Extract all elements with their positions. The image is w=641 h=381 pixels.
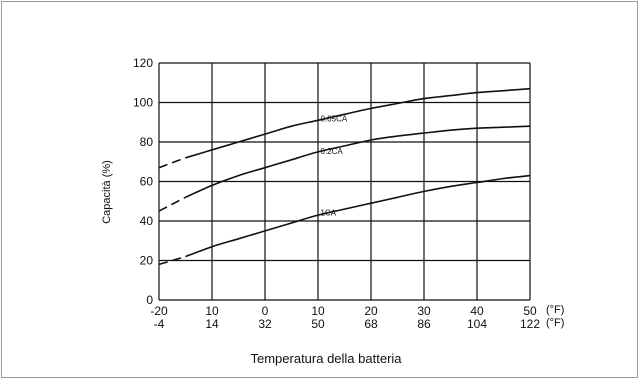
y-tick-label: 60 [140,175,154,189]
x-tick-label-celsius: 30 [417,304,431,318]
series-label: 0.05CA [321,114,348,123]
x-tick-label-fahrenheit: 50 [311,317,325,331]
x-tick-label-celsius: -20 [150,304,168,318]
series-label: 0.2CA [321,147,344,156]
x-tick-label-celsius: 0 [262,304,269,318]
x-tick-label-fahrenheit: 104 [467,317,487,331]
y-tick-label: 100 [133,96,153,110]
x-tick-label-fahrenheit: 32 [258,317,272,331]
series-lines [158,87,531,266]
grid [158,62,531,301]
x-tick-label-fahrenheit: 86 [417,317,431,331]
series-line [185,174,531,258]
series-labels: 0.05CA 0.2CA 1CA [321,114,348,217]
series-line-dashed [158,255,186,266]
y-tick-label: 80 [140,135,154,149]
x-tick-label-fahrenheit: 122 [520,317,540,331]
y-tick-label: 40 [140,214,154,228]
x-tick-label-celsius: 50 [523,304,537,318]
x-tick-label-celsius: 10 [205,304,219,318]
y-tick-label: 0 [146,293,153,307]
x-tick-label-celsius: 20 [364,304,378,318]
y-axis-label: Capacità (%) [101,160,113,224]
x-tick-label-fahrenheit: -4 [154,317,165,331]
x-tick-label-celsius: 10 [311,304,325,318]
x-unit-celsius: (°F) [546,304,564,316]
series-line [185,87,531,159]
y-tick-label: 120 [133,56,153,70]
y-tick-label: 20 [140,254,154,268]
x-tick-label-celsius: 40 [470,304,484,318]
x-unit-fahrenheit: (°F) [546,317,564,329]
series-line [185,125,531,199]
x-tick-label-fahrenheit: 14 [205,317,219,331]
x-tick-label-fahrenheit: 68 [364,317,378,331]
x-axis-label: Temperatura della batteria [250,351,402,366]
series-line-dashed [158,196,186,212]
series-line-dashed [158,157,186,169]
y-tick-labels: 0 20 40 60 80 100 120 [133,56,153,307]
series-label: 1CA [321,208,337,217]
